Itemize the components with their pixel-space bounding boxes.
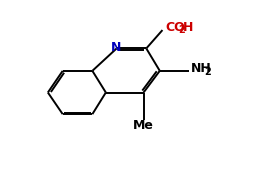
Text: NH: NH	[191, 62, 212, 75]
Text: H: H	[182, 21, 193, 34]
Text: Me: Me	[133, 119, 154, 132]
Text: 2: 2	[204, 67, 211, 77]
Text: N: N	[111, 41, 121, 54]
Text: 2: 2	[179, 26, 185, 36]
Text: CO: CO	[165, 21, 185, 34]
